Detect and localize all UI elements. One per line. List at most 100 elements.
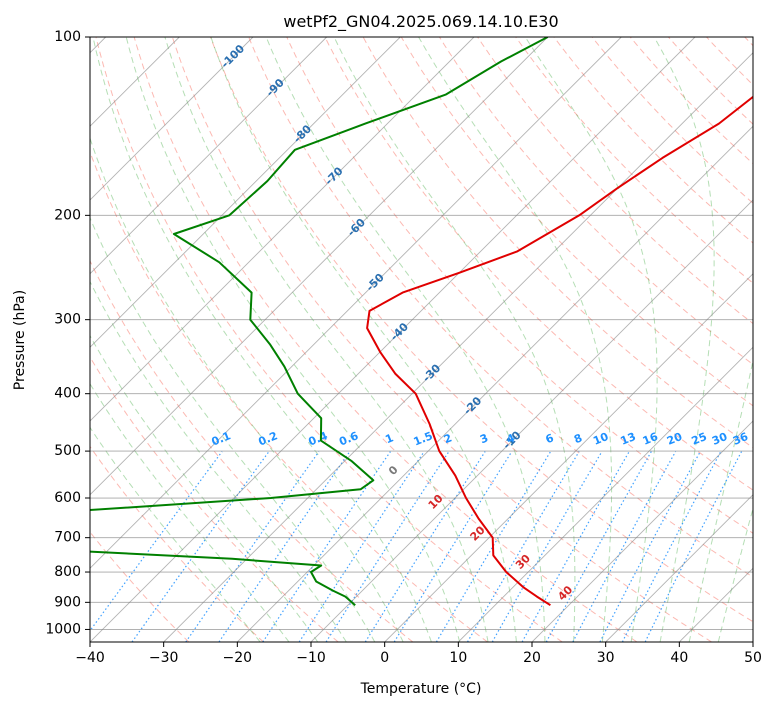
mixing-ratio-line <box>466 451 580 642</box>
mixing-ratio-line <box>572 451 677 642</box>
x-tick-label: −20 <box>223 650 253 666</box>
mixing-ratio-label: 8 <box>572 431 584 446</box>
isotherm-line <box>531 420 753 642</box>
moist-adiabat-line <box>717 506 753 642</box>
mixing-ratio-label: 16 <box>641 430 660 448</box>
dry-adiabat-line <box>553 37 753 244</box>
dry-adiabat-line <box>400 37 753 407</box>
plot-frame <box>89 36 754 643</box>
isotherm-line <box>90 37 475 422</box>
mixing-ratio-label: 30 <box>710 430 729 448</box>
dry-adiabat-line <box>362 37 753 449</box>
mixing-ratio-label: 2 <box>442 431 454 446</box>
isotherm-line <box>752 641 753 642</box>
isotherm-label: -80 <box>291 122 314 145</box>
isotherm-label: -20 <box>461 394 484 417</box>
wetbulb-label: 30 <box>513 552 533 572</box>
moist-adiabat-line <box>164 37 489 642</box>
background-lines <box>90 37 753 642</box>
dry-adiabat-line <box>90 259 414 642</box>
mixing-ratio-line <box>90 451 223 632</box>
y-tick-label: 100 <box>54 29 81 45</box>
y-tick-label: 800 <box>54 564 81 580</box>
isotherm-line <box>90 37 696 642</box>
moist-adiabat-line <box>653 37 715 642</box>
x-tick-label: 0 <box>380 650 389 666</box>
mixing-ratio-line <box>364 451 486 642</box>
isotherm-label: -50 <box>364 271 387 294</box>
mixing-ratio-line <box>521 451 630 642</box>
mixing-ratio-line <box>435 451 552 642</box>
chart-title: wetPf2_GN04.2025.069.14.10.E30 <box>283 12 558 32</box>
moist-adiabat-line <box>90 334 319 642</box>
isotherm-line <box>310 199 753 642</box>
mixing-ratio-line <box>218 451 351 642</box>
isotherm-label: -60 <box>345 216 368 239</box>
y-tick-label: 1000 <box>45 621 81 637</box>
y-tick-label: 600 <box>54 490 81 506</box>
mixing-ratio-label: 20 <box>665 430 684 448</box>
temperature-line <box>366 95 753 607</box>
mixing-ratio-line <box>185 451 320 642</box>
dry-adiabat-line <box>324 37 753 491</box>
mixing-ratio-line <box>131 451 270 642</box>
y-tick-label: 700 <box>54 530 81 546</box>
dry-adiabat-line <box>477 37 753 325</box>
sounding-series <box>90 37 753 607</box>
moist-adiabat-line <box>418 37 613 642</box>
moist-adiabat-line <box>524 37 658 642</box>
mixing-ratio-line <box>545 451 652 642</box>
isotherm-label: -70 <box>322 164 345 187</box>
mixing-ratio-label: 1.5 <box>412 429 435 448</box>
y-axis: 100 200 300 400 500 600 700 800 900 1000 <box>45 29 90 637</box>
moist-adiabat-line <box>210 37 517 642</box>
x-tick-label: 10 <box>449 650 467 666</box>
dry-adiabat-line <box>706 37 753 86</box>
dry-adiabat-line <box>95 37 563 642</box>
y-tick-label: 900 <box>54 594 81 610</box>
dry-adiabat-line <box>438 37 753 366</box>
x-axis-label: Temperature (°C) <box>360 681 482 697</box>
mixing-ratio-label: 36 <box>731 430 750 448</box>
dewpoint-line <box>90 37 549 606</box>
dry-adiabat-line <box>90 445 264 642</box>
x-tick-label: −40 <box>75 650 105 666</box>
moist-adiabat-line <box>90 382 290 642</box>
isotherm-line <box>90 37 401 348</box>
mixing-ratio-line <box>298 451 425 642</box>
dry-adiabat-line <box>744 37 753 47</box>
isotherm-line <box>90 37 622 569</box>
y-tick-label: 400 <box>54 386 81 402</box>
isotherm-line <box>605 494 753 642</box>
y-tick-label: 500 <box>54 443 81 459</box>
mixing-ratio-label: 13 <box>619 430 638 448</box>
dry-adiabat-line <box>171 37 712 642</box>
moist-adiabat-line <box>90 136 404 642</box>
isotherm-line <box>236 125 753 642</box>
mixing-ratio-line <box>491 451 603 642</box>
moist-adiabat-line <box>90 280 347 642</box>
dry-adiabat-line <box>90 356 339 642</box>
dry-adiabat-line <box>591 37 753 204</box>
mixing-ratio-label: 3 <box>478 431 490 446</box>
x-tick-label: 20 <box>523 650 541 666</box>
mixing-ratio-line <box>599 451 701 642</box>
moist-adiabat-line <box>90 426 261 642</box>
mixing-ratio-label: 1 <box>383 431 395 446</box>
moist-adiabat-line <box>125 37 461 642</box>
x-tick-label: 40 <box>670 650 688 666</box>
isotherm-label: -40 <box>388 320 411 343</box>
x-tick-label: 50 <box>744 650 762 666</box>
isotherm-line <box>457 346 753 642</box>
isotherm-line <box>90 37 254 201</box>
x-tick-label: −10 <box>296 650 326 666</box>
moist-adiabat-line <box>333 37 576 642</box>
wetbulb-label: 0 <box>386 463 401 478</box>
mixing-ratio-label: 10 <box>591 430 610 448</box>
isotherm-line <box>163 52 753 642</box>
dry-adiabat-line <box>286 37 753 534</box>
dry-adiabat-line <box>248 37 753 578</box>
moist-adiabat-line <box>90 216 376 642</box>
isotherm-line <box>678 567 753 642</box>
